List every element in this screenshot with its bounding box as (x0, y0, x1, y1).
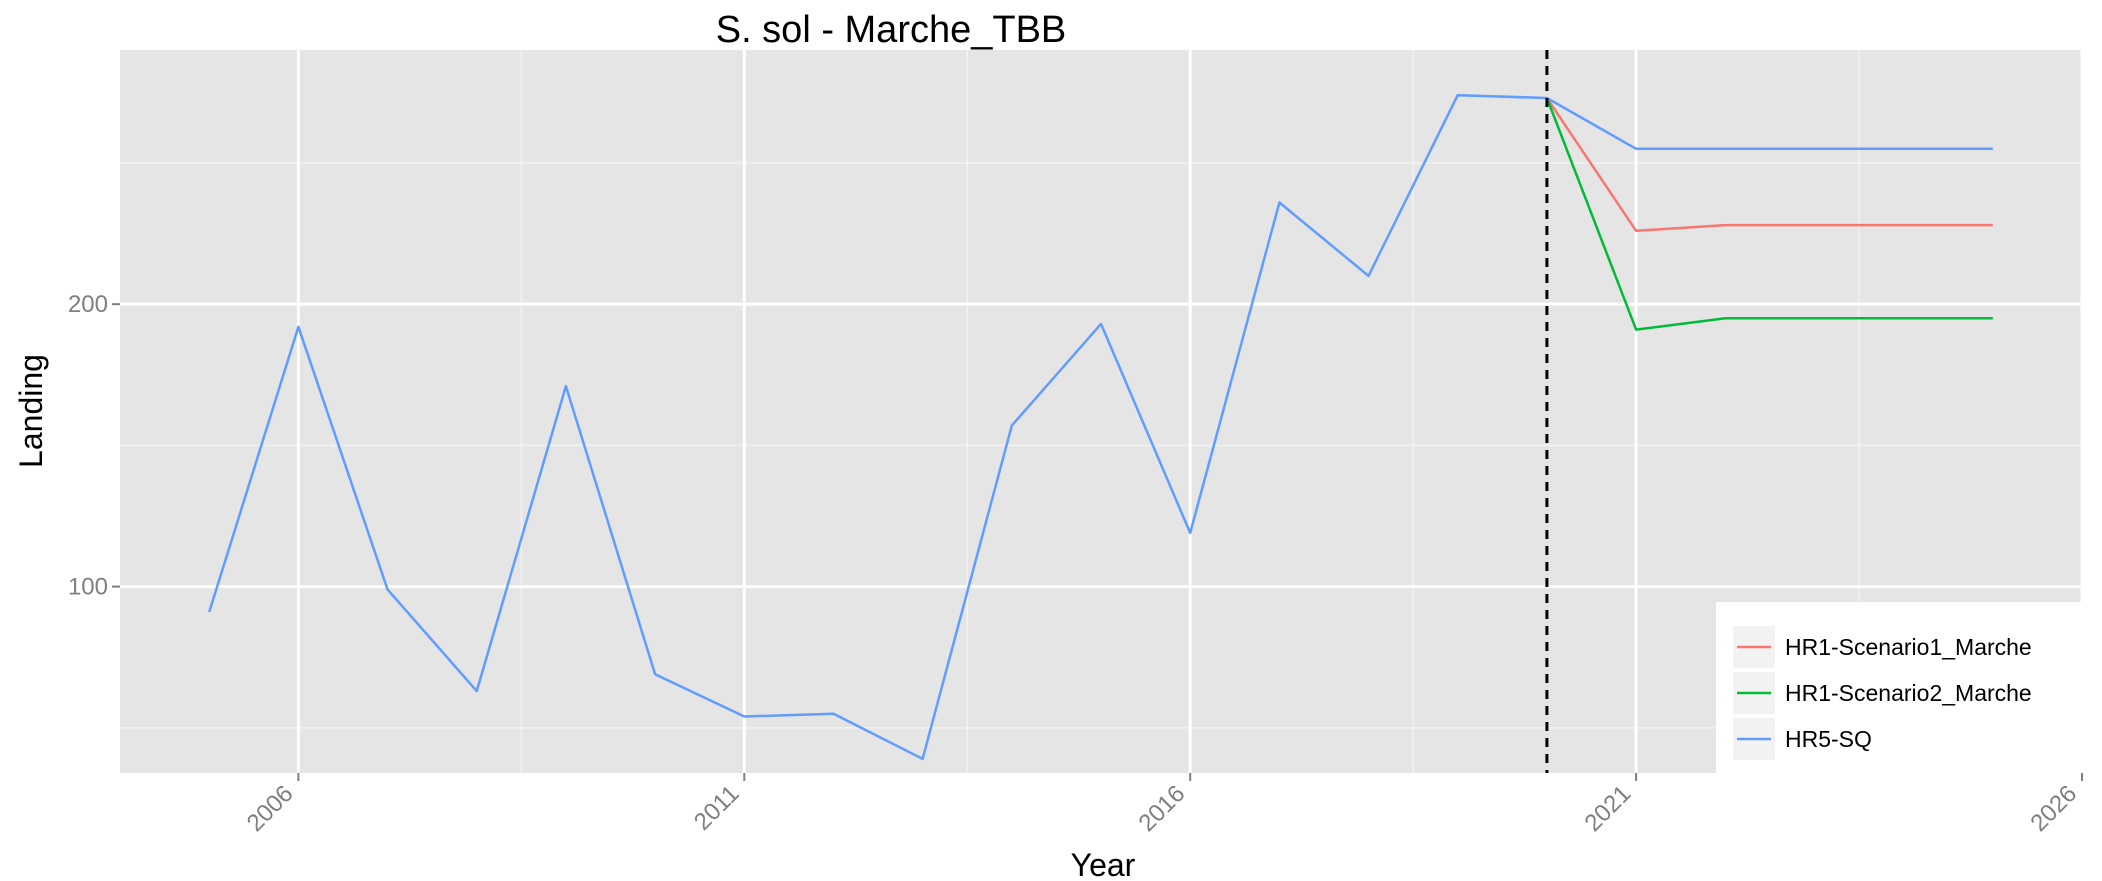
legend: HR1-Scenario1_Marche HR1-Scenario2_Marche… (1716, 602, 2082, 773)
y-tick-label: 200 (68, 291, 108, 318)
y-axis-ticks: 100 200 (68, 291, 120, 601)
y-axis-title: Landing (13, 354, 49, 468)
legend-box (1716, 602, 2082, 773)
x-axis-title: Year (1071, 847, 1136, 881)
series-line-hr1-scenario2-marche (1545, 97, 1993, 331)
y-tick-label: 100 (68, 574, 108, 601)
series-lines (208, 93, 1993, 761)
x-tick-label: 2026 (2025, 780, 2082, 837)
series-line-hr5-sq (208, 93, 1993, 761)
legend-label: HR1-Scenario1_Marche (1785, 634, 2032, 660)
major-gridlines (120, 50, 2084, 773)
x-tick-label: 2021 (1579, 780, 1636, 837)
x-tick-label: 2006 (242, 780, 299, 837)
x-axis-ticks: 2006 2011 2016 2021 2026 (242, 773, 2083, 837)
legend-label: HR5-SQ (1785, 726, 1872, 752)
legend-label: HR1-Scenario2_Marche (1785, 680, 2032, 706)
series-line-hr1-scenario1-marche (1545, 97, 1993, 233)
chart-title: S. sol - Marche_TBB (716, 9, 1067, 51)
x-tick-label: 2011 (689, 780, 745, 836)
x-tick-label: 2016 (1134, 780, 1191, 837)
